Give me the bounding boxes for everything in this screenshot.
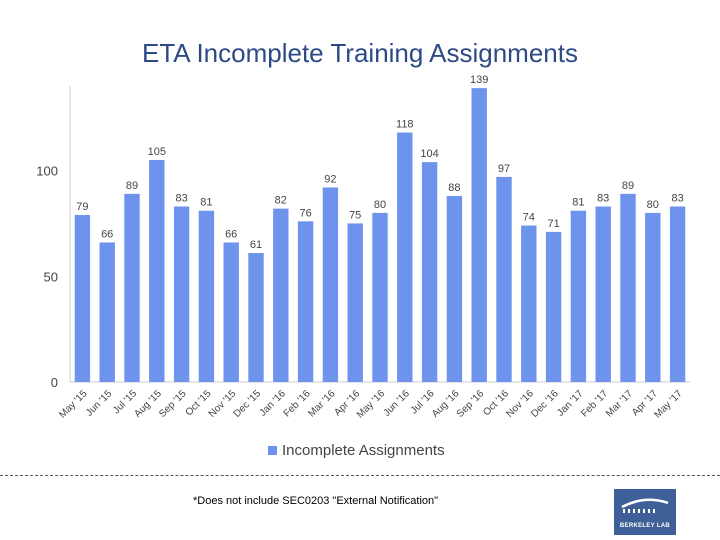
x-tick-label: Dec '15 [232,388,264,420]
berkeley-lab-logo: BERKELEY LAB [614,489,676,535]
bar [496,176,512,382]
bar [173,206,190,382]
bar-value-label: 139 [470,74,488,86]
footer-divider [0,475,720,476]
bar-value-label: 66 [101,228,113,240]
bar-value-label: 83 [175,193,187,205]
y-tick-label: 50 [44,269,58,284]
bar [595,206,611,382]
bar-value-label: 105 [148,146,166,158]
bar [669,206,686,382]
chart-title: ETA Incomplete Training Assignments [142,38,578,68]
bar-value-label: 66 [225,228,237,240]
bar [198,210,215,382]
chart-data-labels: 79 66 89 105 83 81 66 61 82 76 92 75 80 118 104 88 139 97… [76,74,683,251]
y-tick-label: 0 [51,375,58,390]
bar [273,208,289,382]
x-tick-label: Mar '16 [306,388,337,419]
x-tick-label: Jun '15 [84,388,115,419]
chart-y-tick-labels: 0 50 100 [36,164,58,390]
bar [297,221,314,382]
bar [347,223,363,382]
building-arch-icon [621,498,669,513]
bar [570,210,587,382]
bar-value-label: 74 [523,212,535,224]
bar-value-label: 76 [299,207,311,219]
bar-value-label: 81 [200,197,212,209]
footnote: *Does not include SEC0203 "External Noti… [193,495,439,507]
chart-legend: Incomplete Assignments [268,442,445,459]
bar [74,214,91,382]
bar-value-label: 97 [498,163,510,175]
bar-value-label: 81 [572,197,584,209]
bar-value-label: 89 [126,180,138,192]
x-tick-label: May '15 [57,388,90,421]
bar-value-label: 88 [448,182,460,194]
x-tick-label: Dec '16 [529,388,561,420]
x-tick-label: Mar '17 [604,388,635,419]
bar [645,212,661,382]
bar [397,132,413,382]
bar-value-label: 75 [349,209,361,221]
bar-value-label: 83 [597,193,609,205]
bar [620,193,636,382]
bar-value-label: 61 [250,239,262,251]
bar-value-label: 89 [622,180,634,192]
bar-value-label: 80 [647,199,659,211]
bar [446,195,463,382]
bar [223,242,239,382]
bar-value-label: 92 [324,173,336,185]
logo-text: BERKELEY LAB [619,523,671,529]
bar [322,187,339,382]
bar-value-label: 82 [275,195,287,207]
bar-value-label: 83 [671,193,683,205]
x-tick-label: May '16 [355,388,388,421]
bar [248,253,264,382]
bar [545,231,562,382]
bar [372,212,388,382]
bar [521,225,537,382]
bar [124,193,140,382]
bar-value-label: 118 [396,119,414,131]
legend-swatch [268,446,277,455]
bar [471,88,487,382]
bar [421,162,438,382]
x-tick-label: Sep '16 [455,388,487,420]
bar-value-label: 71 [547,218,559,230]
x-tick-label: Sep '15 [157,388,189,420]
bar-chart: 79 66 89 105 83 81 66 61 82 76 92 75 80 118 104 88 139 97… [36,74,690,421]
y-tick-label: 100 [36,164,58,179]
bar-value-label: 104 [420,148,438,160]
bar [149,160,165,382]
x-tick-label: Jun '16 [382,388,413,419]
bar-value-label: 80 [374,199,386,211]
x-tick-label: May '17 [652,388,685,421]
chart-bars [74,88,686,382]
legend-label: Incomplete Assignments [282,442,445,459]
bar-value-label: 79 [76,201,88,213]
bar [99,242,115,382]
